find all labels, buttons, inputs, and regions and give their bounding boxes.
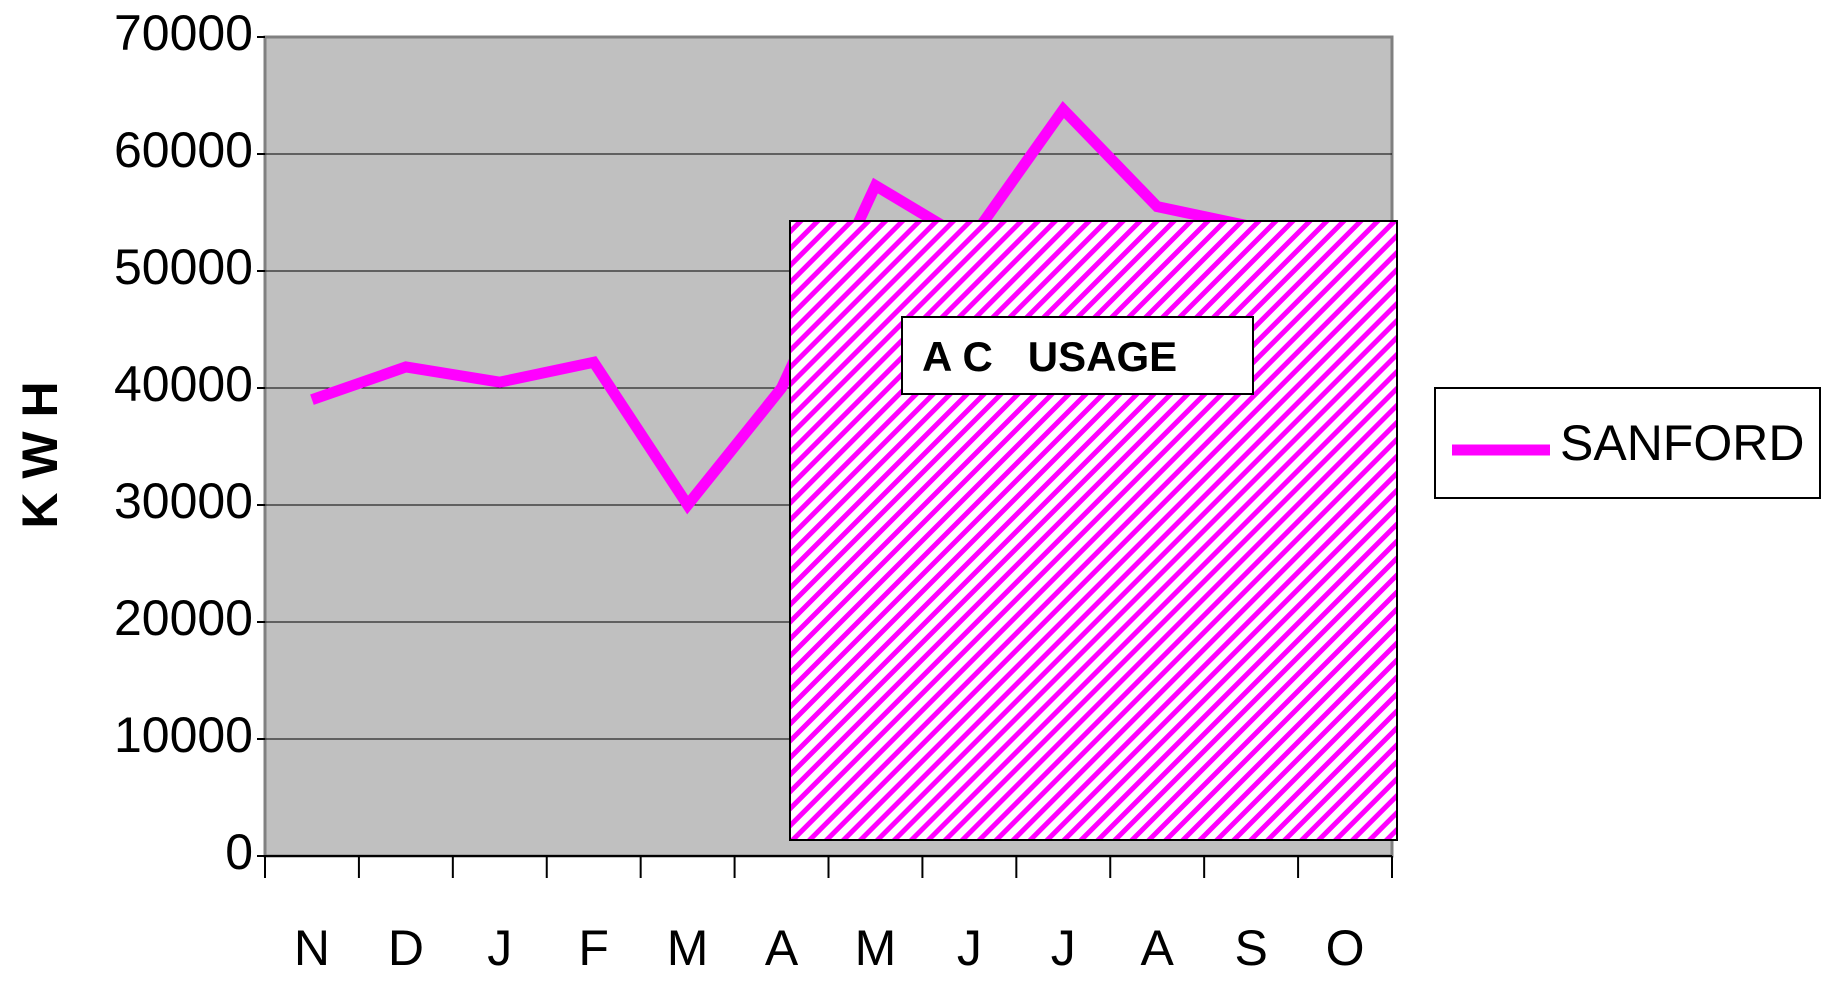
y-tick-label: 50000: [114, 239, 253, 295]
y-tick-label: 60000: [114, 122, 253, 178]
chart-title: A C USAGE: [922, 333, 1177, 380]
y-axis-label: K W H: [12, 381, 68, 528]
x-tick-label: N: [294, 920, 330, 976]
y-tick-label: 70000: [114, 5, 253, 61]
x-tick-label: F: [578, 920, 609, 976]
y-tick-label: 40000: [114, 356, 253, 412]
y-tick-label: 30000: [114, 473, 253, 529]
x-tick-label: S: [1234, 920, 1267, 976]
x-tick-label: A: [1141, 920, 1175, 976]
x-tick-label: M: [855, 920, 897, 976]
x-tick-label: D: [388, 920, 424, 976]
y-tick-label: 20000: [114, 590, 253, 646]
x-tick-label: J: [957, 920, 982, 976]
x-tick-label: O: [1326, 920, 1365, 976]
x-tick-label: J: [1051, 920, 1076, 976]
labels: 0 10000 20000 30000 40000 50000 60000 70000 N D J F…: [114, 5, 1805, 976]
legend: [1434, 387, 1821, 499]
y-tick-label: 0: [225, 824, 253, 880]
x-tick-label: A: [765, 920, 799, 976]
y-tick-label: 10000: [114, 707, 253, 763]
x-tick-label: M: [667, 920, 709, 976]
legend-label: SANFORD: [1560, 415, 1804, 471]
x-tick-label: J: [487, 920, 512, 976]
hatched-overlay: [789, 220, 1398, 841]
title-box: [901, 316, 1254, 395]
